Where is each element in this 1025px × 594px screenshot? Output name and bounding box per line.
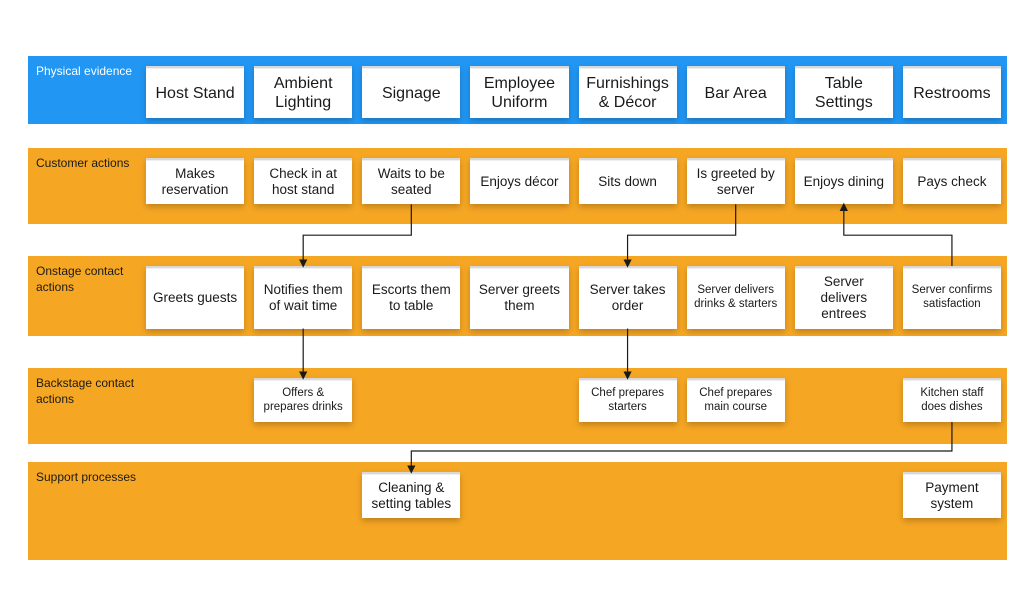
card-customer-5: Is greeted by server [687, 158, 785, 204]
card-customer-3: Enjoys décor [470, 158, 568, 204]
card-physical-0: Host Stand [146, 66, 244, 118]
card-backstage-7: Kitchen staff does dishes [903, 378, 1001, 422]
card-physical-3: Employee Uniform [470, 66, 568, 118]
card-customer-7: Pays check [903, 158, 1001, 204]
row-label-customer: Customer actions [28, 148, 146, 172]
card-onstage-2: Escorts them to table [362, 266, 460, 329]
card-onstage-6: Server delivers entrees [795, 266, 893, 329]
card-physical-5: Bar Area [687, 66, 785, 118]
card-onstage-3: Server greets them [470, 266, 568, 329]
card-onstage-1: Notifies them of wait time [254, 266, 352, 329]
row-support: Support processesCleaning & setting tabl… [28, 462, 1007, 560]
cards-support: Cleaning & setting tables Payment system [146, 462, 1007, 528]
row-backstage: Backstage contact actionsOffers & prepar… [28, 368, 1007, 444]
row-label-backstage: Backstage contact actions [28, 368, 146, 407]
card-onstage-4: Server takes order [579, 266, 677, 329]
card-customer-1: Check in at host stand [254, 158, 352, 204]
card-backstage-1: Offers & prepares drinks [254, 378, 352, 422]
row-customer: Customer actionsMakes reservationCheck i… [28, 148, 1007, 224]
card-onstage-5: Server delivers drinks & starters [687, 266, 785, 329]
card-support-7: Payment system [903, 472, 1001, 518]
card-customer-4: Sits down [579, 158, 677, 204]
cards-physical: Host StandAmbient LightingSignageEmploye… [146, 56, 1007, 128]
row-onstage: Onstage contact actionsGreets guestsNoti… [28, 256, 1007, 336]
card-support-2: Cleaning & setting tables [362, 472, 460, 518]
card-onstage-0: Greets guests [146, 266, 244, 329]
cards-customer: Makes reservationCheck in at host standW… [146, 148, 1007, 214]
row-physical: Physical evidenceHost StandAmbient Light… [28, 56, 1007, 124]
card-backstage-4: Chef prepares starters [579, 378, 677, 422]
card-customer-6: Enjoys dining [795, 158, 893, 204]
cards-onstage: Greets guestsNotifies them of wait timeE… [146, 256, 1007, 339]
card-customer-0: Makes reservation [146, 158, 244, 204]
card-onstage-7: Server confirms satisfaction [903, 266, 1001, 329]
card-physical-7: Restrooms [903, 66, 1001, 118]
cards-backstage: Offers & prepares drinks Chef prepares st… [146, 368, 1007, 432]
card-physical-6: Table Settings [795, 66, 893, 118]
card-physical-2: Signage [362, 66, 460, 118]
row-label-support: Support processes [28, 462, 146, 486]
row-label-physical: Physical evidence [28, 56, 146, 80]
card-customer-2: Waits to be seated [362, 158, 460, 204]
row-label-onstage: Onstage contact actions [28, 256, 146, 295]
card-physical-1: Ambient Lighting [254, 66, 352, 118]
card-backstage-5: Chef prepares main course [687, 378, 785, 422]
card-physical-4: Furnishings & Décor [579, 66, 677, 118]
